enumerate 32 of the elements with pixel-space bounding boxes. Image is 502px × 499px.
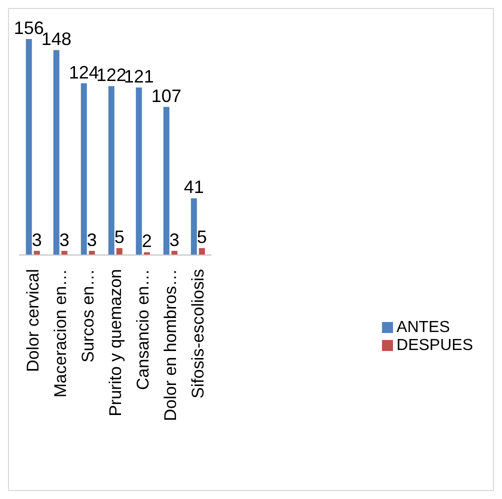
data-label: 107 <box>151 86 182 106</box>
legend-label: ANTES <box>396 319 450 336</box>
bar <box>80 83 87 255</box>
data-label: 3 <box>32 230 42 250</box>
data-label: 124 <box>68 62 99 82</box>
data-label: 122 <box>96 65 126 86</box>
bar <box>108 86 114 255</box>
data-label: 41 <box>184 177 204 198</box>
legend-label: DESPUES <box>396 337 473 354</box>
data-label: 5 <box>196 227 207 248</box>
bar <box>136 87 142 255</box>
data-label: 3 <box>169 230 180 250</box>
x-tick-label: Prurito y quemazon <box>106 269 125 416</box>
bar <box>116 248 122 255</box>
data-label: 156 <box>14 18 44 38</box>
x-tick-label: Surcos en… <box>78 269 98 363</box>
bar <box>163 106 170 255</box>
x-tick-label: Dolor cervical <box>23 269 42 372</box>
data-label: 3 <box>59 230 70 250</box>
x-tick-label: Maceracion en… <box>50 269 70 398</box>
data-label: 5 <box>114 227 124 248</box>
data-label: 2 <box>142 231 152 252</box>
x-tick-label: Sifosis-escoliosis <box>188 269 208 398</box>
data-label: 3 <box>86 230 97 250</box>
x-tick-label: Dolor en hombros… <box>160 269 180 422</box>
data-label: 121 <box>124 66 154 86</box>
bar <box>190 198 197 255</box>
bar <box>26 39 32 255</box>
bar <box>198 248 205 255</box>
bar <box>144 252 150 255</box>
x-tick-label: Cansancio en… <box>133 269 152 390</box>
bar <box>53 50 60 255</box>
